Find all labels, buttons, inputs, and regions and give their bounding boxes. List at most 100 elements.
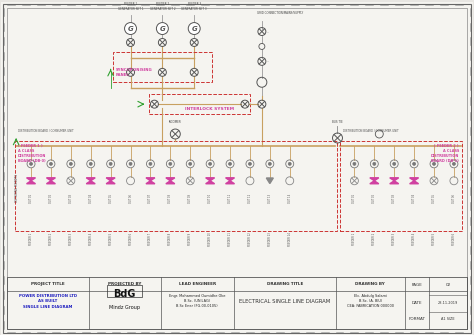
- Circle shape: [89, 162, 92, 165]
- Text: OUT 07: OUT 07: [148, 194, 153, 203]
- Polygon shape: [226, 181, 235, 184]
- Text: FEEDER 11: FEEDER 11: [228, 232, 232, 246]
- Circle shape: [432, 162, 436, 165]
- Text: OUT 09: OUT 09: [188, 194, 192, 203]
- Text: G: G: [159, 25, 165, 31]
- Circle shape: [248, 162, 251, 165]
- Text: OUT 14: OUT 14: [288, 194, 292, 203]
- Text: FEEDER 3
GENERATOR SET 3: FEEDER 3 GENERATOR SET 3: [182, 2, 207, 11]
- Bar: [107, 285, 143, 297]
- Text: ...: ...: [267, 59, 270, 63]
- Circle shape: [109, 162, 112, 165]
- Bar: [340, 141, 462, 230]
- Text: G: G: [128, 25, 133, 31]
- Text: FEEDER 4: FEEDER 4: [89, 232, 93, 245]
- Circle shape: [129, 162, 132, 165]
- Text: PAGE: PAGE: [411, 283, 422, 287]
- Text: OUT 08: OUT 08: [168, 194, 173, 203]
- Circle shape: [156, 22, 168, 35]
- Circle shape: [228, 162, 231, 165]
- Text: FEEDER 14: FEEDER 14: [288, 232, 292, 246]
- Text: OUT 02: OUT 02: [372, 194, 376, 203]
- Polygon shape: [266, 178, 273, 184]
- Circle shape: [188, 22, 200, 35]
- Text: FEEDER 12: FEEDER 12: [248, 232, 252, 246]
- Text: DISTRIBUTION BOARD / CONSUMER UNIT: DISTRIBUTION BOARD / CONSUMER UNIT: [344, 129, 399, 133]
- Text: ( FEEDER 1 )
A CLASS
DISTRIBUTION
BOARD (DB-0): ( FEEDER 1 ) A CLASS DISTRIBUTION BOARD …: [18, 144, 46, 163]
- Text: Elc. Abdulg Salami
B.Sc. (A. BIU)
CEA: FABRICATION 000000: Elc. Abdulg Salami B.Sc. (A. BIU) CEA: F…: [347, 294, 394, 309]
- Circle shape: [288, 162, 291, 165]
- Text: GRID CONNECTION/MAINS/SUPPLY: GRID CONNECTION/MAINS/SUPPLY: [257, 11, 303, 15]
- Text: FEEDER 4: FEEDER 4: [412, 232, 416, 245]
- Polygon shape: [86, 181, 95, 184]
- Text: FEEDER 5: FEEDER 5: [109, 232, 113, 245]
- Text: DRAWING BY: DRAWING BY: [356, 282, 385, 286]
- Text: OUT 04: OUT 04: [412, 194, 416, 203]
- Circle shape: [149, 162, 152, 165]
- Text: FEEDER 3: FEEDER 3: [69, 232, 73, 245]
- Text: OUTGOING FEEDERS: OUTGOING FEEDERS: [15, 174, 19, 202]
- Polygon shape: [86, 178, 95, 181]
- Text: FEEDER 10: FEEDER 10: [208, 232, 212, 246]
- Text: ...: ...: [267, 29, 270, 34]
- Text: OUT 03: OUT 03: [392, 194, 396, 203]
- Text: FEEDER 7: FEEDER 7: [148, 232, 153, 245]
- Polygon shape: [370, 181, 379, 184]
- Polygon shape: [410, 181, 419, 184]
- Text: OUT 06: OUT 06: [128, 194, 133, 203]
- Text: DATE: DATE: [412, 301, 422, 305]
- Text: OUT 04: OUT 04: [89, 194, 93, 203]
- Text: FEEDER 9: FEEDER 9: [188, 232, 192, 245]
- Bar: [113, 52, 212, 82]
- Circle shape: [209, 162, 211, 165]
- Polygon shape: [410, 178, 419, 181]
- Text: SYNCHRONISING
PANEL: SYNCHRONISING PANEL: [116, 68, 152, 77]
- Text: OUT 11: OUT 11: [228, 194, 232, 203]
- Text: G: G: [191, 25, 197, 31]
- Text: PROJECTED BY: PROJECTED BY: [108, 282, 141, 286]
- Circle shape: [452, 162, 456, 165]
- Text: BdG: BdG: [113, 289, 136, 299]
- Text: A1 SIZE: A1 SIZE: [441, 317, 455, 321]
- Polygon shape: [27, 178, 36, 181]
- Circle shape: [169, 162, 172, 165]
- Polygon shape: [106, 178, 115, 181]
- Text: DISTRIBUTION BOARD / CONSUMER UNIT: DISTRIBUTION BOARD / CONSUMER UNIT: [18, 129, 74, 133]
- Polygon shape: [27, 181, 36, 184]
- Text: FEEDER 3: FEEDER 3: [392, 232, 396, 245]
- Text: FORMAT: FORMAT: [409, 317, 426, 321]
- Polygon shape: [106, 181, 115, 184]
- Text: ELECTRICAL SINGLE LINE DIAGRAM: ELECTRICAL SINGLE LINE DIAGRAM: [239, 299, 330, 304]
- Bar: [7, 277, 467, 329]
- Text: 02: 02: [445, 283, 451, 287]
- Text: OUT 13: OUT 13: [268, 194, 272, 203]
- Polygon shape: [206, 178, 215, 181]
- Polygon shape: [46, 181, 55, 184]
- Circle shape: [49, 162, 53, 165]
- Text: OUT 05: OUT 05: [109, 194, 113, 203]
- Text: BUS TIE: BUS TIE: [332, 120, 343, 124]
- Circle shape: [189, 162, 191, 165]
- Text: 28.11.2019: 28.11.2019: [438, 301, 458, 305]
- Text: INTERLOCK SYSTEM: INTERLOCK SYSTEM: [185, 107, 234, 111]
- Bar: [15, 141, 337, 230]
- Text: FEEDER 2: FEEDER 2: [49, 232, 53, 245]
- Bar: [149, 94, 250, 114]
- Text: FEEDER 6: FEEDER 6: [452, 232, 456, 245]
- Text: PROJECT TITLE: PROJECT TITLE: [31, 282, 65, 286]
- Text: INCOMER: INCOMER: [169, 120, 182, 124]
- Polygon shape: [370, 178, 379, 181]
- Text: FEEDER 8: FEEDER 8: [168, 232, 173, 245]
- Circle shape: [393, 162, 396, 165]
- Text: OUT 01: OUT 01: [29, 194, 33, 203]
- Text: FEEDER 1: FEEDER 1: [352, 232, 356, 245]
- Polygon shape: [146, 181, 155, 184]
- Text: OUT 02: OUT 02: [49, 194, 53, 203]
- Circle shape: [353, 162, 356, 165]
- Circle shape: [413, 162, 416, 165]
- Text: Mindz Group: Mindz Group: [109, 305, 140, 310]
- Polygon shape: [146, 178, 155, 181]
- Text: Engr. Mohammed Oumidhe Oke
B.Sc. (UNILAG)
B.Sc Ener (FG-00-0105): Engr. Mohammed Oumidhe Oke B.Sc. (UNILAG…: [169, 294, 225, 309]
- Text: FEEDER 1
GENERATOR SET 1: FEEDER 1 GENERATOR SET 1: [118, 2, 143, 11]
- Polygon shape: [166, 181, 175, 184]
